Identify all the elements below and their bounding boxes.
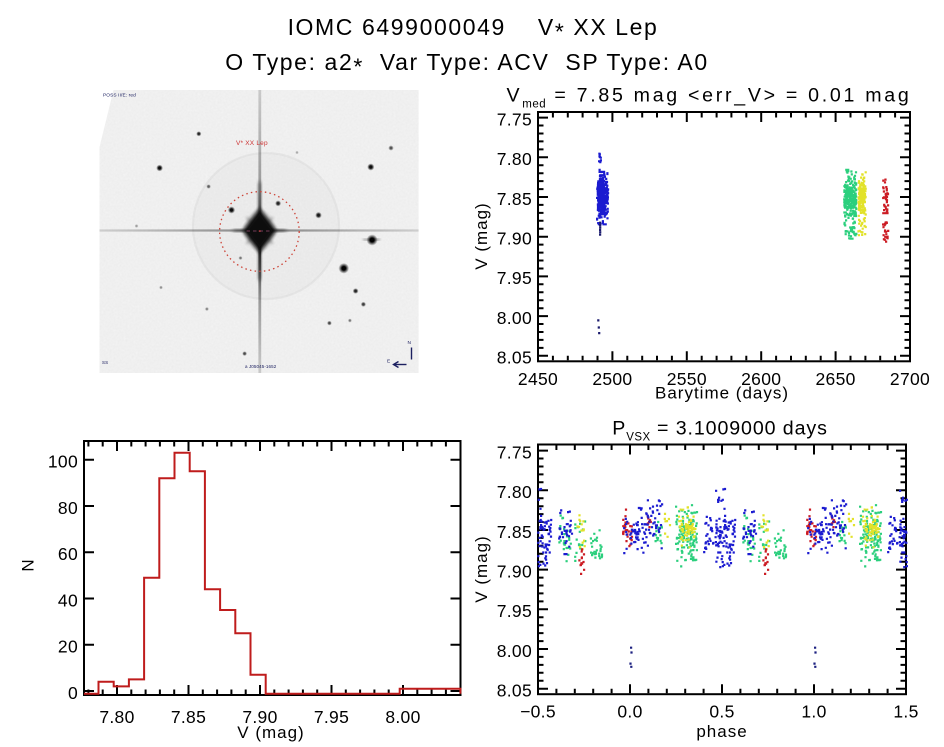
svg-text:2600: 2600 (741, 369, 781, 389)
svg-text:1.5: 1.5 (893, 702, 918, 722)
svg-text:N: N (19, 558, 38, 571)
svg-text:8.00: 8.00 (497, 641, 532, 661)
svg-text:7.80: 7.80 (99, 707, 134, 727)
svg-text:V (mag): V (mag) (472, 202, 491, 269)
svg-text:SS: SS (102, 360, 108, 365)
svg-text:7.80: 7.80 (497, 149, 532, 169)
svg-text:7.95: 7.95 (497, 601, 532, 621)
svg-text:2650: 2650 (816, 369, 856, 389)
svg-text:80: 80 (58, 498, 78, 518)
svg-text:7.95: 7.95 (497, 268, 532, 288)
svg-text:N: N (408, 340, 412, 346)
svg-text:0.5: 0.5 (709, 702, 734, 722)
svg-text:0.0: 0.0 (617, 702, 642, 722)
svg-text:V (mag): V (mag) (472, 535, 491, 602)
svg-text:2550: 2550 (667, 369, 707, 389)
svg-text:7.85: 7.85 (497, 189, 532, 209)
svg-text:−0.5: −0.5 (520, 702, 556, 722)
svg-text:7.75: 7.75 (497, 109, 532, 129)
svg-text:8.00: 8.00 (385, 707, 420, 727)
svg-text:IOMC 6499000049 V* XX Lep: IOMC 6499000049 V* XX Lep (288, 14, 659, 45)
svg-text:2500: 2500 (592, 369, 632, 389)
svg-text:O Type: a2* Var Type: ACV SP: O Type: a2* Var Type: ACV SP Type: A0 (225, 49, 709, 80)
svg-text:7.80: 7.80 (497, 482, 532, 502)
svg-text:a J05045-1652: a J05045-1652 (245, 364, 277, 369)
svg-text:Vmed = 7.85 mag <err_V> = 0.01: Vmed = 7.85 mag <err_V> = 0.01 mag (507, 85, 912, 111)
svg-text:20: 20 (58, 637, 78, 657)
svg-text:8.00: 8.00 (497, 308, 532, 328)
svg-text:7.85: 7.85 (497, 522, 532, 542)
svg-text:V (mag): V (mag) (237, 723, 304, 742)
svg-text:phase: phase (696, 722, 747, 741)
svg-text:POSS II/E: red: POSS II/E: red (103, 93, 136, 99)
svg-text:2700: 2700 (890, 369, 930, 389)
svg-text:0: 0 (68, 683, 78, 703)
svg-text:1.0: 1.0 (801, 702, 826, 722)
svg-text:7.95: 7.95 (314, 707, 349, 727)
svg-text:100: 100 (48, 452, 78, 472)
svg-text:2450: 2450 (518, 369, 558, 389)
svg-text:7.90: 7.90 (497, 561, 532, 581)
svg-text:E: E (387, 359, 390, 365)
svg-text:7.90: 7.90 (497, 229, 532, 249)
svg-text:8.05: 8.05 (497, 681, 532, 701)
svg-text:7.85: 7.85 (171, 707, 206, 727)
svg-text:60: 60 (58, 544, 78, 564)
svg-text:7.90: 7.90 (242, 707, 277, 727)
svg-text:8.05: 8.05 (497, 348, 532, 368)
svg-text:7.75: 7.75 (497, 442, 532, 462)
svg-text:V* XX Lep: V* XX Lep (236, 140, 268, 147)
svg-text:40: 40 (58, 590, 78, 610)
svg-text:Barytime (days): Barytime (days) (655, 384, 789, 403)
